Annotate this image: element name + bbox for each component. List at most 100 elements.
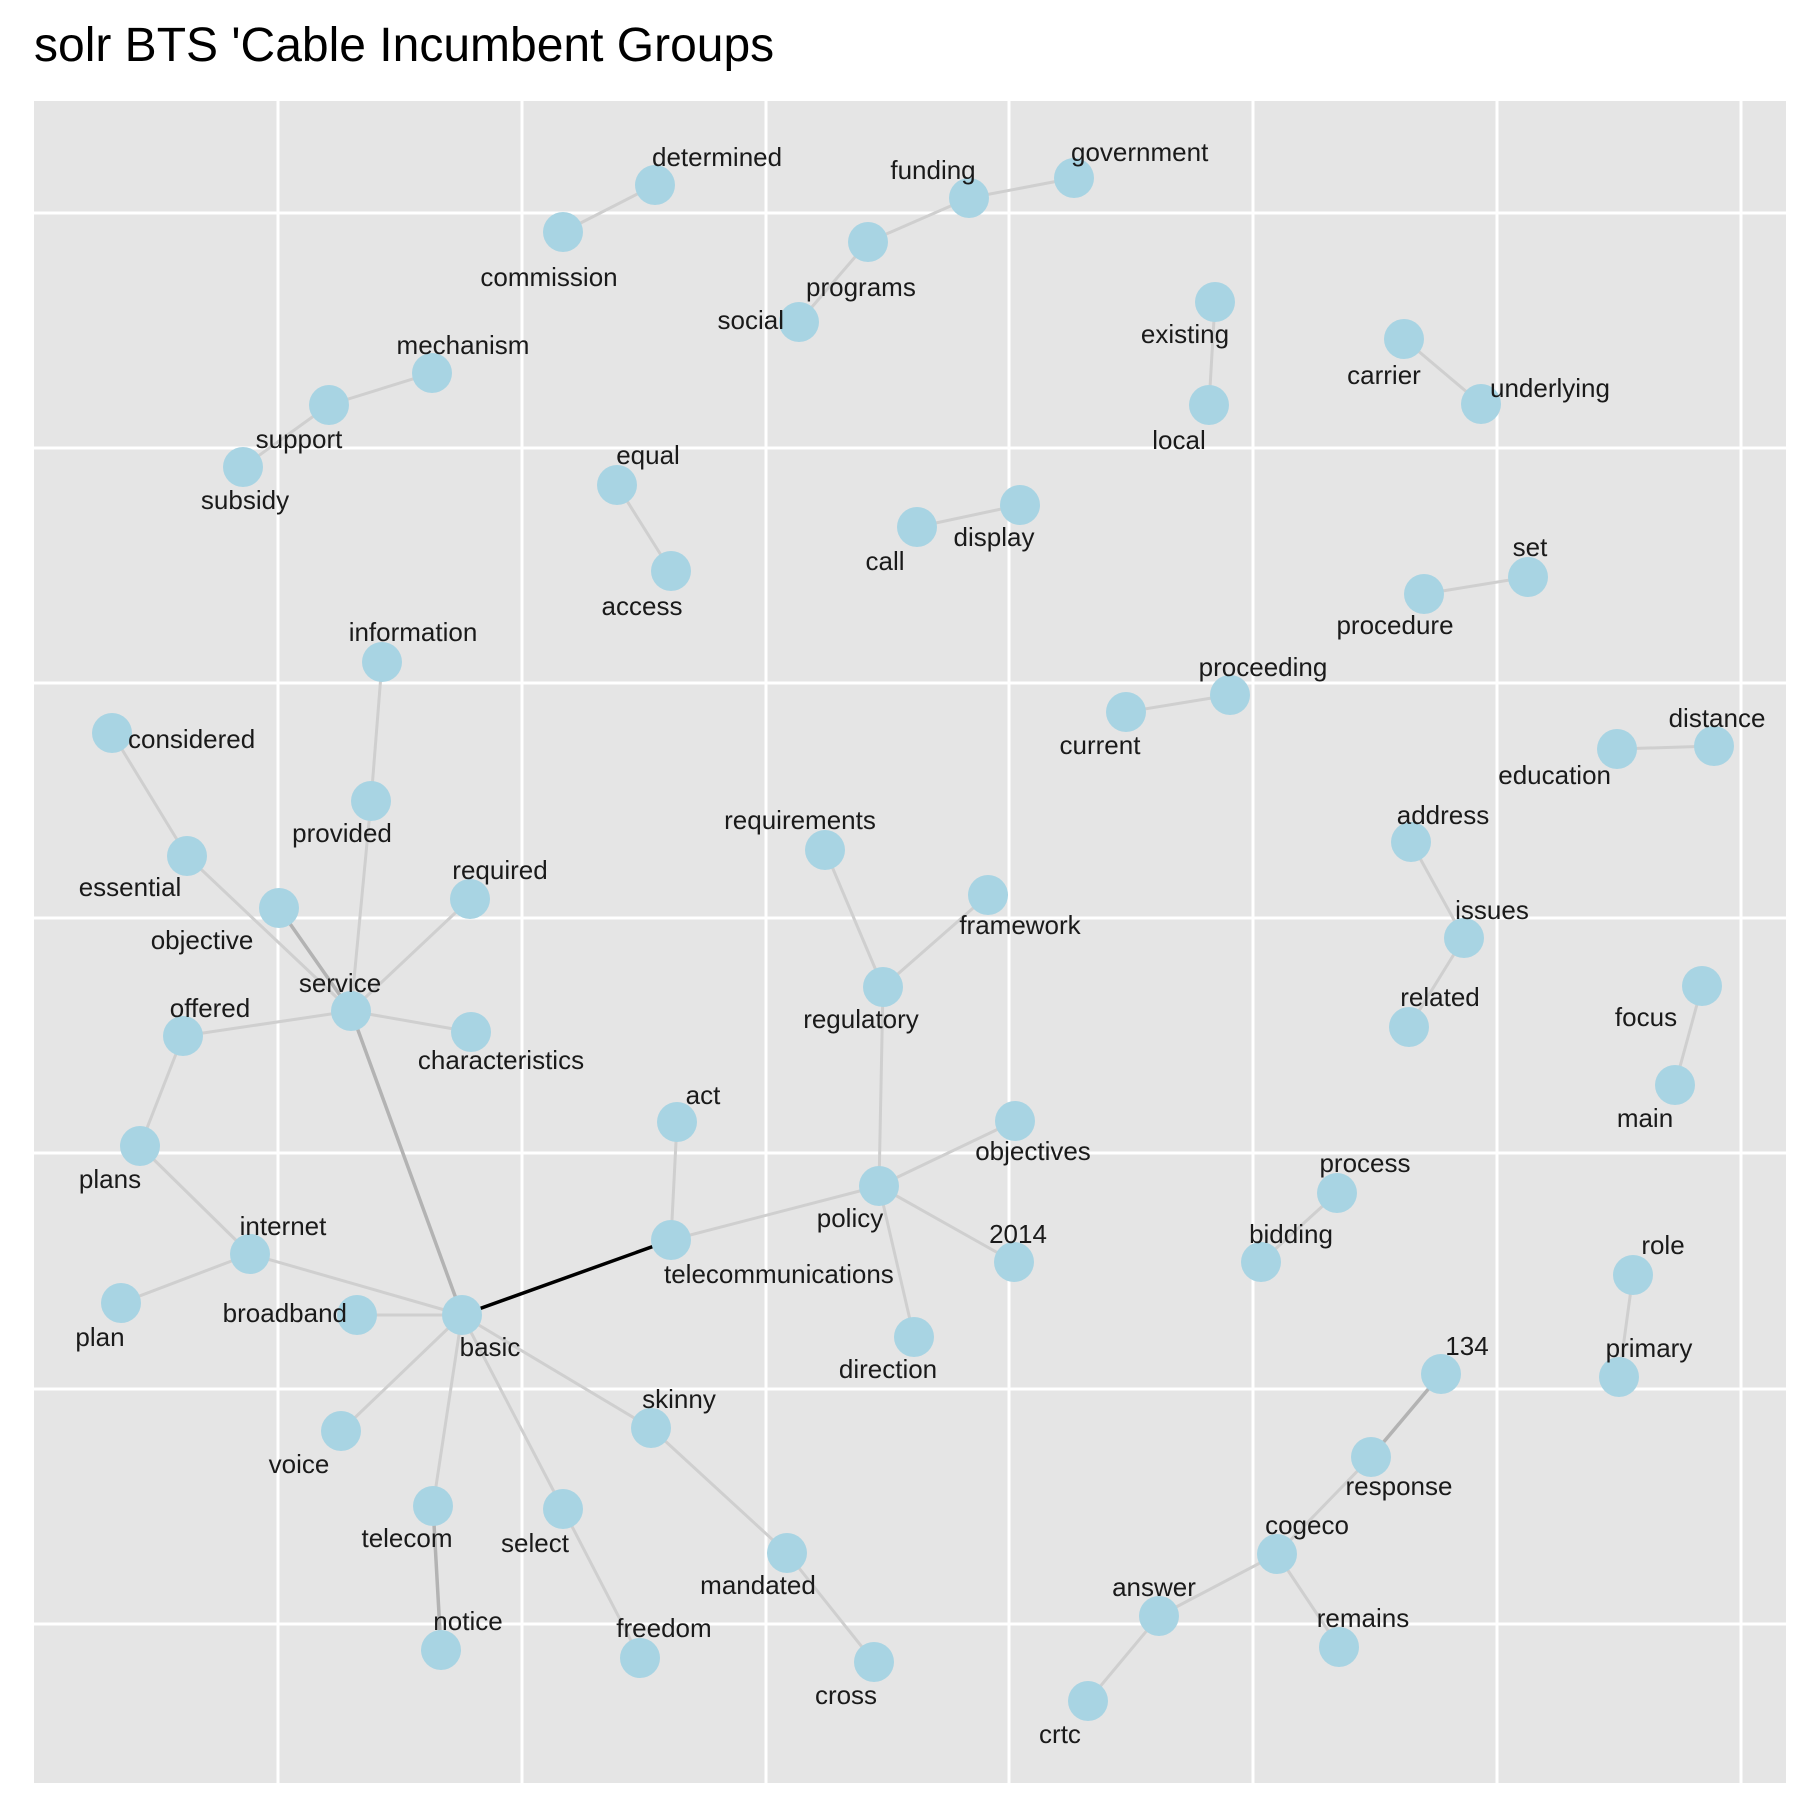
node-direction [894, 1317, 934, 1357]
node-label-bidding: bidding [1249, 1219, 1333, 1249]
edge-internet-basic [248, 1252, 464, 1317]
edge-internet-plan [119, 1252, 252, 1305]
edge-essential-service [185, 854, 353, 1013]
edge-cogeco-answer [1157, 1552, 1279, 1618]
edge-mandated-cross [785, 1551, 876, 1664]
node-call [897, 507, 937, 547]
node-label-basic: basic [460, 1332, 521, 1362]
node-label-issues: issues [1455, 895, 1529, 925]
node-label-policy: policy [817, 1203, 883, 1233]
chart-title: solr BTS 'Cable Incumbent Groups [34, 19, 775, 72]
node-label-internet: internet [240, 1211, 327, 1241]
node-label-underlying: underlying [1490, 373, 1610, 403]
node-characteristics [451, 1012, 491, 1052]
node-label-service: service [299, 968, 381, 998]
node-label-characteristics: characteristics [418, 1045, 584, 1075]
node-process [1317, 1173, 1357, 1213]
node-social [779, 302, 819, 342]
node-objective [259, 888, 299, 928]
node-label-required: required [452, 855, 547, 885]
node-framework [968, 875, 1008, 915]
node-objectives [995, 1101, 1035, 1141]
node-label-considered: considered [128, 724, 255, 754]
node-broadband [337, 1295, 377, 1335]
node-label-access: access [602, 591, 683, 621]
node-label-objective: objective [151, 925, 254, 955]
node-answer [1139, 1596, 1179, 1636]
node-label-existing: existing [1141, 319, 1229, 349]
node-label-role: role [1641, 1230, 1684, 1260]
node-equal [597, 465, 637, 505]
node-label-address: address [1397, 800, 1490, 830]
node-basic [442, 1295, 482, 1335]
node-label-skinny: skinny [642, 1384, 716, 1414]
node-proceeding [1210, 675, 1250, 715]
node-considered [92, 713, 132, 753]
node-label-2014: 2014 [989, 1219, 1047, 1249]
node-cogeco [1257, 1534, 1297, 1574]
node-carrier [1384, 319, 1424, 359]
node-label-display: display [954, 522, 1035, 552]
node-role [1613, 1255, 1653, 1295]
node-subsidy [223, 447, 263, 487]
node-government [1054, 158, 1094, 198]
node-label-telecom: telecom [361, 1523, 452, 1553]
node-display [1000, 485, 1040, 525]
node-label-response: response [1346, 1471, 1453, 1501]
node-regulatory [863, 967, 903, 1007]
node-label-broadband: broadband [223, 1298, 347, 1328]
node-label-cross: cross [815, 1680, 877, 1710]
edge-plans-internet [138, 1144, 252, 1256]
node-commission [543, 212, 583, 252]
node-funding [949, 178, 989, 218]
node-local [1189, 385, 1229, 425]
node-act [657, 1102, 697, 1142]
edge-regulatory-policy [877, 985, 885, 1188]
edge-basic-voice [339, 1313, 464, 1433]
node-label-funding: funding [890, 155, 975, 185]
node-label-essential: essential [79, 872, 182, 902]
node-134 [1421, 1354, 1461, 1394]
node-main [1655, 1065, 1695, 1105]
node-label-process: process [1319, 1148, 1410, 1178]
edge-policy-objectives [877, 1119, 1017, 1188]
edge-service-offered [181, 1009, 353, 1038]
edge-service-characteristics [349, 1009, 473, 1034]
node-access [651, 551, 691, 591]
node-remains [1319, 1627, 1359, 1667]
node-related [1389, 1007, 1429, 1047]
grid-lines [34, 101, 1786, 1783]
node-label-support: support [256, 424, 343, 454]
node-policy [859, 1166, 899, 1206]
edge-basic-select [460, 1313, 565, 1511]
node-cross [854, 1642, 894, 1682]
node-label-subsidy: subsidy [201, 485, 289, 515]
plot-panel [34, 101, 1786, 1783]
node-label-act: act [686, 1080, 721, 1110]
edge-objective-service [277, 906, 353, 1013]
node-internet [230, 1234, 270, 1274]
node-primary [1599, 1357, 1639, 1397]
node-response [1351, 1437, 1391, 1477]
edge-considered-essential [110, 731, 189, 858]
edge-telecom-notice [431, 1504, 443, 1652]
node-label-134: 134 [1445, 1331, 1488, 1361]
edge-policy-2014 [877, 1184, 1016, 1264]
node-label-set: set [1513, 532, 1548, 562]
node-focus [1682, 966, 1722, 1006]
node-label-provided: provided [292, 818, 392, 848]
node-label-freedom: freedom [616, 1613, 711, 1643]
node-current [1106, 692, 1146, 732]
node-label-call: call [865, 546, 904, 576]
node-select [543, 1489, 583, 1529]
node-label-direction: direction [839, 1354, 937, 1384]
node-label-government: government [1071, 137, 1209, 167]
node-skinny [631, 1408, 671, 1448]
node-education [1597, 729, 1637, 769]
node-label-primary: primary [1606, 1333, 1693, 1363]
edge-telecommunications-policy [669, 1184, 881, 1242]
edge-required-service [349, 897, 472, 1013]
node-label-distance: distance [1669, 703, 1766, 733]
node-provided [351, 781, 391, 821]
node-mechanism [412, 353, 452, 393]
